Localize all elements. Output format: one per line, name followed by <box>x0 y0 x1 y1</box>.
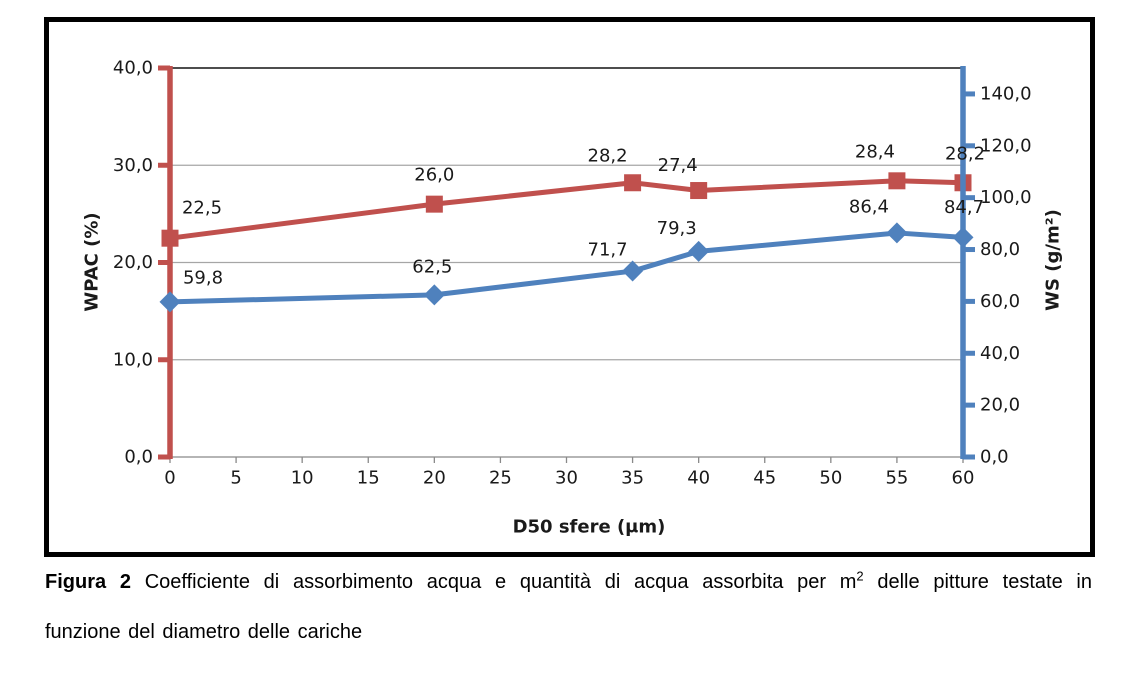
caption-superscript: 2 <box>856 568 864 584</box>
ws-series-line <box>169 230 964 305</box>
ws-data-label: 59,8 <box>183 267 223 288</box>
ws-marker <box>688 240 710 262</box>
x-axis-tick-label: 0 <box>164 468 175 489</box>
x-axis-tick-label: 50 <box>819 468 842 489</box>
ws-data-label: 79,3 <box>657 218 697 239</box>
left-axis-tick-label: 10,0 <box>113 349 153 370</box>
x-axis-tick-label: 20 <box>423 468 446 489</box>
wpac-data-label: 22,5 <box>182 198 222 219</box>
ws-data-label: 84,7 <box>944 197 984 218</box>
ws-marker <box>622 260 644 282</box>
left-axis-tick-label: 30,0 <box>113 155 153 176</box>
wpac-data-label: 28,2 <box>588 145 628 166</box>
caption-line-1: Figura 2 Coefficiente di assorbimento ac… <box>45 557 1092 607</box>
ws-data-label: 62,5 <box>412 256 452 277</box>
x-axis-tick-label: 45 <box>753 468 776 489</box>
x-axis-tick-label: 40 <box>687 468 710 489</box>
right-axis-tick-label: 40,0 <box>980 343 1020 364</box>
dual-axis-line-chart: 0 5 10 15 20 25 30 35 40 45 50 55 600,010,020,030,04… <box>82 58 1064 538</box>
right-axis-tick-label: 20,0 <box>980 395 1020 416</box>
x-axis-tick-label: 5 <box>230 468 241 489</box>
wpac-marker <box>888 172 906 190</box>
caption-figure-label: Figura 2 <box>45 571 131 593</box>
wpac-marker <box>690 182 708 200</box>
right-axis-tick-label: 0,0 <box>980 447 1009 468</box>
wpac-series-line <box>169 178 964 241</box>
figure-frame: 0 5 10 15 20 25 30 35 40 45 50 55 60 0,0 10,0 20,0 30,0 4… <box>44 17 1095 557</box>
x-axis-title: D50 sfere (μm) <box>513 517 666 538</box>
wpac-data-label: 28,4 <box>855 141 895 162</box>
right-axis-tick-label: 120,0 <box>980 135 1032 156</box>
caption-line-2: funzione del diametro delle cariche <box>45 621 363 643</box>
ws-marker <box>159 291 181 313</box>
x-axis-tick-label: 55 <box>885 468 908 489</box>
ws-data-label: 71,7 <box>588 240 628 261</box>
x-axis-tick-label: 10 <box>291 468 314 489</box>
ws-marker <box>423 284 445 306</box>
right-axis-tick-label: 140,0 <box>980 83 1032 104</box>
right-axis-title: WS (g/m²) <box>1043 209 1064 311</box>
x-axis-tick-label: 15 <box>357 468 380 489</box>
wpac-marker <box>425 195 443 213</box>
ws-data-label: 86,4 <box>849 196 889 217</box>
left-axis-title: WPAC (%) <box>82 212 103 311</box>
right-axis-tick-label: 100,0 <box>980 187 1032 208</box>
figure-caption: Figura 2 Coefficiente di assorbimento ac… <box>45 557 1092 657</box>
wpac-marker <box>161 229 179 247</box>
ws-marker <box>952 226 974 248</box>
left-axis-tick-label: 40,0 <box>113 58 153 79</box>
x-axis-tick-label: 35 <box>621 468 644 489</box>
caption-text: Coefficiente di assorbimento acqua e qua… <box>130 571 857 593</box>
wpac-data-label: 28,2 <box>945 143 985 164</box>
x-axis-tick-label: 25 <box>489 468 512 489</box>
ws-marker <box>886 222 908 244</box>
caption-text-tail: delle pitture testate in <box>863 571 1092 593</box>
x-axis-tick-label: 60 <box>952 468 975 489</box>
left-axis-tick-label: 20,0 <box>113 252 153 273</box>
wpac-marker <box>624 174 642 192</box>
wpac-data-label: 27,4 <box>658 155 698 176</box>
right-axis-tick-label: 60,0 <box>980 291 1020 312</box>
wpac-data-label: 26,0 <box>414 165 454 186</box>
x-axis-tick-label: 30 <box>555 468 578 489</box>
left-axis-tick-label: 0,0 <box>124 447 153 468</box>
right-axis-tick-label: 80,0 <box>980 239 1020 260</box>
